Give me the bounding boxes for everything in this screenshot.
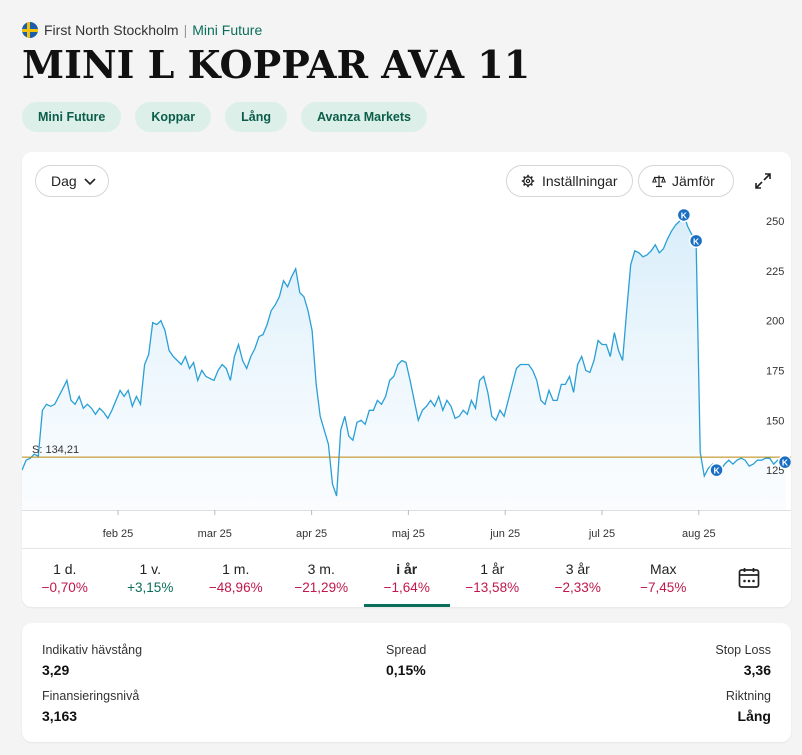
svg-text:K: K: [713, 466, 720, 476]
x-tick-label: mar 25: [198, 528, 232, 540]
period-tab[interactable]: 3 år −2,33%: [535, 549, 621, 607]
period-change: −13,58%: [465, 580, 520, 595]
direction-value: Lång: [737, 708, 771, 724]
period-label: 3 m.: [307, 561, 335, 577]
chevron-down-icon: [84, 178, 96, 186]
period-tab[interactable]: 1 v. +3,15%: [108, 549, 194, 607]
stoploss-block: Stop Loss 3,36: [715, 643, 771, 678]
period-label: 1 år: [480, 561, 505, 577]
y-tick-label: 125: [766, 465, 784, 477]
calendar-icon: [738, 568, 759, 588]
interval-label: Dag: [51, 173, 77, 189]
exchange-name: First North Stockholm: [44, 22, 179, 38]
spread-label: Spread: [386, 643, 427, 657]
direction-label: Riktning: [725, 689, 771, 703]
leverage-block: Indikativ hävstång 3,29: [42, 643, 142, 678]
direction-block: Riktning Lång: [726, 689, 771, 724]
leverage-label: Indikativ hävstång: [42, 643, 143, 657]
period-tab[interactable]: Max −7,45%: [621, 549, 707, 607]
tag-koppar[interactable]: Koppar: [135, 102, 212, 132]
x-tick-label: jun 25: [489, 528, 520, 540]
stop-loss-label: S: 134,21: [32, 444, 79, 456]
y-tick-label: 250: [766, 216, 784, 228]
period-change: −48,96%: [208, 580, 263, 595]
calendar-button[interactable]: [706, 549, 791, 607]
compare-button[interactable]: Jämför: [638, 165, 734, 197]
period-label: 3 år: [565, 561, 590, 577]
period-change: −0,70%: [41, 580, 88, 595]
x-tick-label: apr 25: [296, 528, 327, 540]
y-tick-label: 225: [766, 266, 784, 278]
x-tick-label: aug 25: [682, 528, 716, 540]
period-change: −7,45%: [640, 580, 687, 595]
tag-list: Mini Future Koppar Lång Avanza Markets: [22, 102, 427, 132]
period-label: 1 m.: [222, 561, 250, 577]
transaction-marker[interactable]: K: [709, 462, 724, 478]
period-change: −1,64%: [383, 580, 430, 595]
interval-dropdown[interactable]: Dag: [35, 165, 109, 197]
chart-card: S: 134,21 125 150 175 200 225 250 feb 25 mar 25 a…: [22, 152, 791, 607]
period-label: 1 d.: [53, 561, 77, 577]
period-change: −21,29%: [294, 580, 349, 595]
period-change: −2,33%: [554, 580, 601, 595]
y-tick-label: 150: [766, 415, 784, 427]
sweden-flag-icon: [22, 22, 38, 38]
price-line: [22, 213, 787, 497]
price-chart[interactable]: S: 134,21 125 150 175 200 225 250 feb 25 mar 25 a…: [22, 152, 791, 548]
period-tab[interactable]: i år −1,64%: [364, 549, 450, 607]
settings-button[interactable]: Inställningar: [506, 165, 633, 197]
page-title: MINI L KOPPAR AVA 11: [22, 42, 531, 87]
spread-block: Spread 0,15%: [386, 643, 426, 678]
period-label: i år: [396, 561, 418, 577]
breadcrumb: First North Stockholm | Mini Future: [22, 22, 262, 38]
price-area: [22, 214, 786, 510]
x-tick-label: maj 25: [392, 528, 425, 540]
period-change: +3,15%: [127, 580, 174, 595]
tag-avanza-markets[interactable]: Avanza Markets: [300, 102, 427, 132]
expand-icon[interactable]: [752, 170, 774, 192]
period-tab[interactable]: 1 m. −48,96%: [193, 549, 279, 607]
period-tab[interactable]: 3 m. −21,29%: [279, 549, 365, 607]
financing-value: 3,163: [42, 708, 78, 724]
stoploss-value: 3,36: [743, 662, 771, 678]
svg-text:K: K: [782, 458, 789, 468]
financing-block: Finansieringsnivå 3,163: [42, 689, 139, 724]
period-selector: 1 d. −0,70% 1 v. +3,15% 1 m. −48,96% 3 m. −21,2…: [22, 548, 791, 607]
settings-label: Inställningar: [542, 173, 618, 189]
instrument-info-card: Indikativ hävstång 3,29 Spread 0,15% Sto…: [22, 623, 791, 742]
financing-label: Finansieringsnivå: [42, 689, 140, 703]
y-tick-label: 175: [766, 365, 784, 377]
scale-icon: [652, 175, 666, 188]
stoploss-label: Stop Loss: [715, 643, 771, 657]
transaction-marker[interactable]: K: [688, 233, 704, 249]
tag-lang[interactable]: Lång: [225, 102, 287, 132]
period-label: Max: [650, 561, 677, 577]
transaction-marker[interactable]: K: [676, 207, 692, 223]
instrument-type-link[interactable]: Mini Future: [192, 22, 263, 38]
leverage-value: 3,29: [42, 662, 70, 678]
period-tab[interactable]: 1 d. −0,70%: [22, 549, 108, 607]
svg-text:K: K: [693, 236, 700, 246]
y-tick-label: 200: [766, 316, 784, 328]
svg-text:K: K: [681, 210, 688, 220]
period-label: 1 v.: [139, 561, 162, 577]
breadcrumb-separator: |: [183, 22, 188, 38]
x-tick-label: feb 25: [103, 528, 134, 540]
gear-icon: [521, 174, 535, 188]
spread-value: 0,15%: [386, 662, 426, 678]
transaction-marker[interactable]: K: [777, 454, 792, 470]
compare-label: Jämför: [672, 173, 715, 189]
x-tick-label: jul 25: [588, 528, 615, 540]
tag-mini-future[interactable]: Mini Future: [22, 102, 122, 132]
period-tab[interactable]: 1 år −13,58%: [450, 549, 536, 607]
